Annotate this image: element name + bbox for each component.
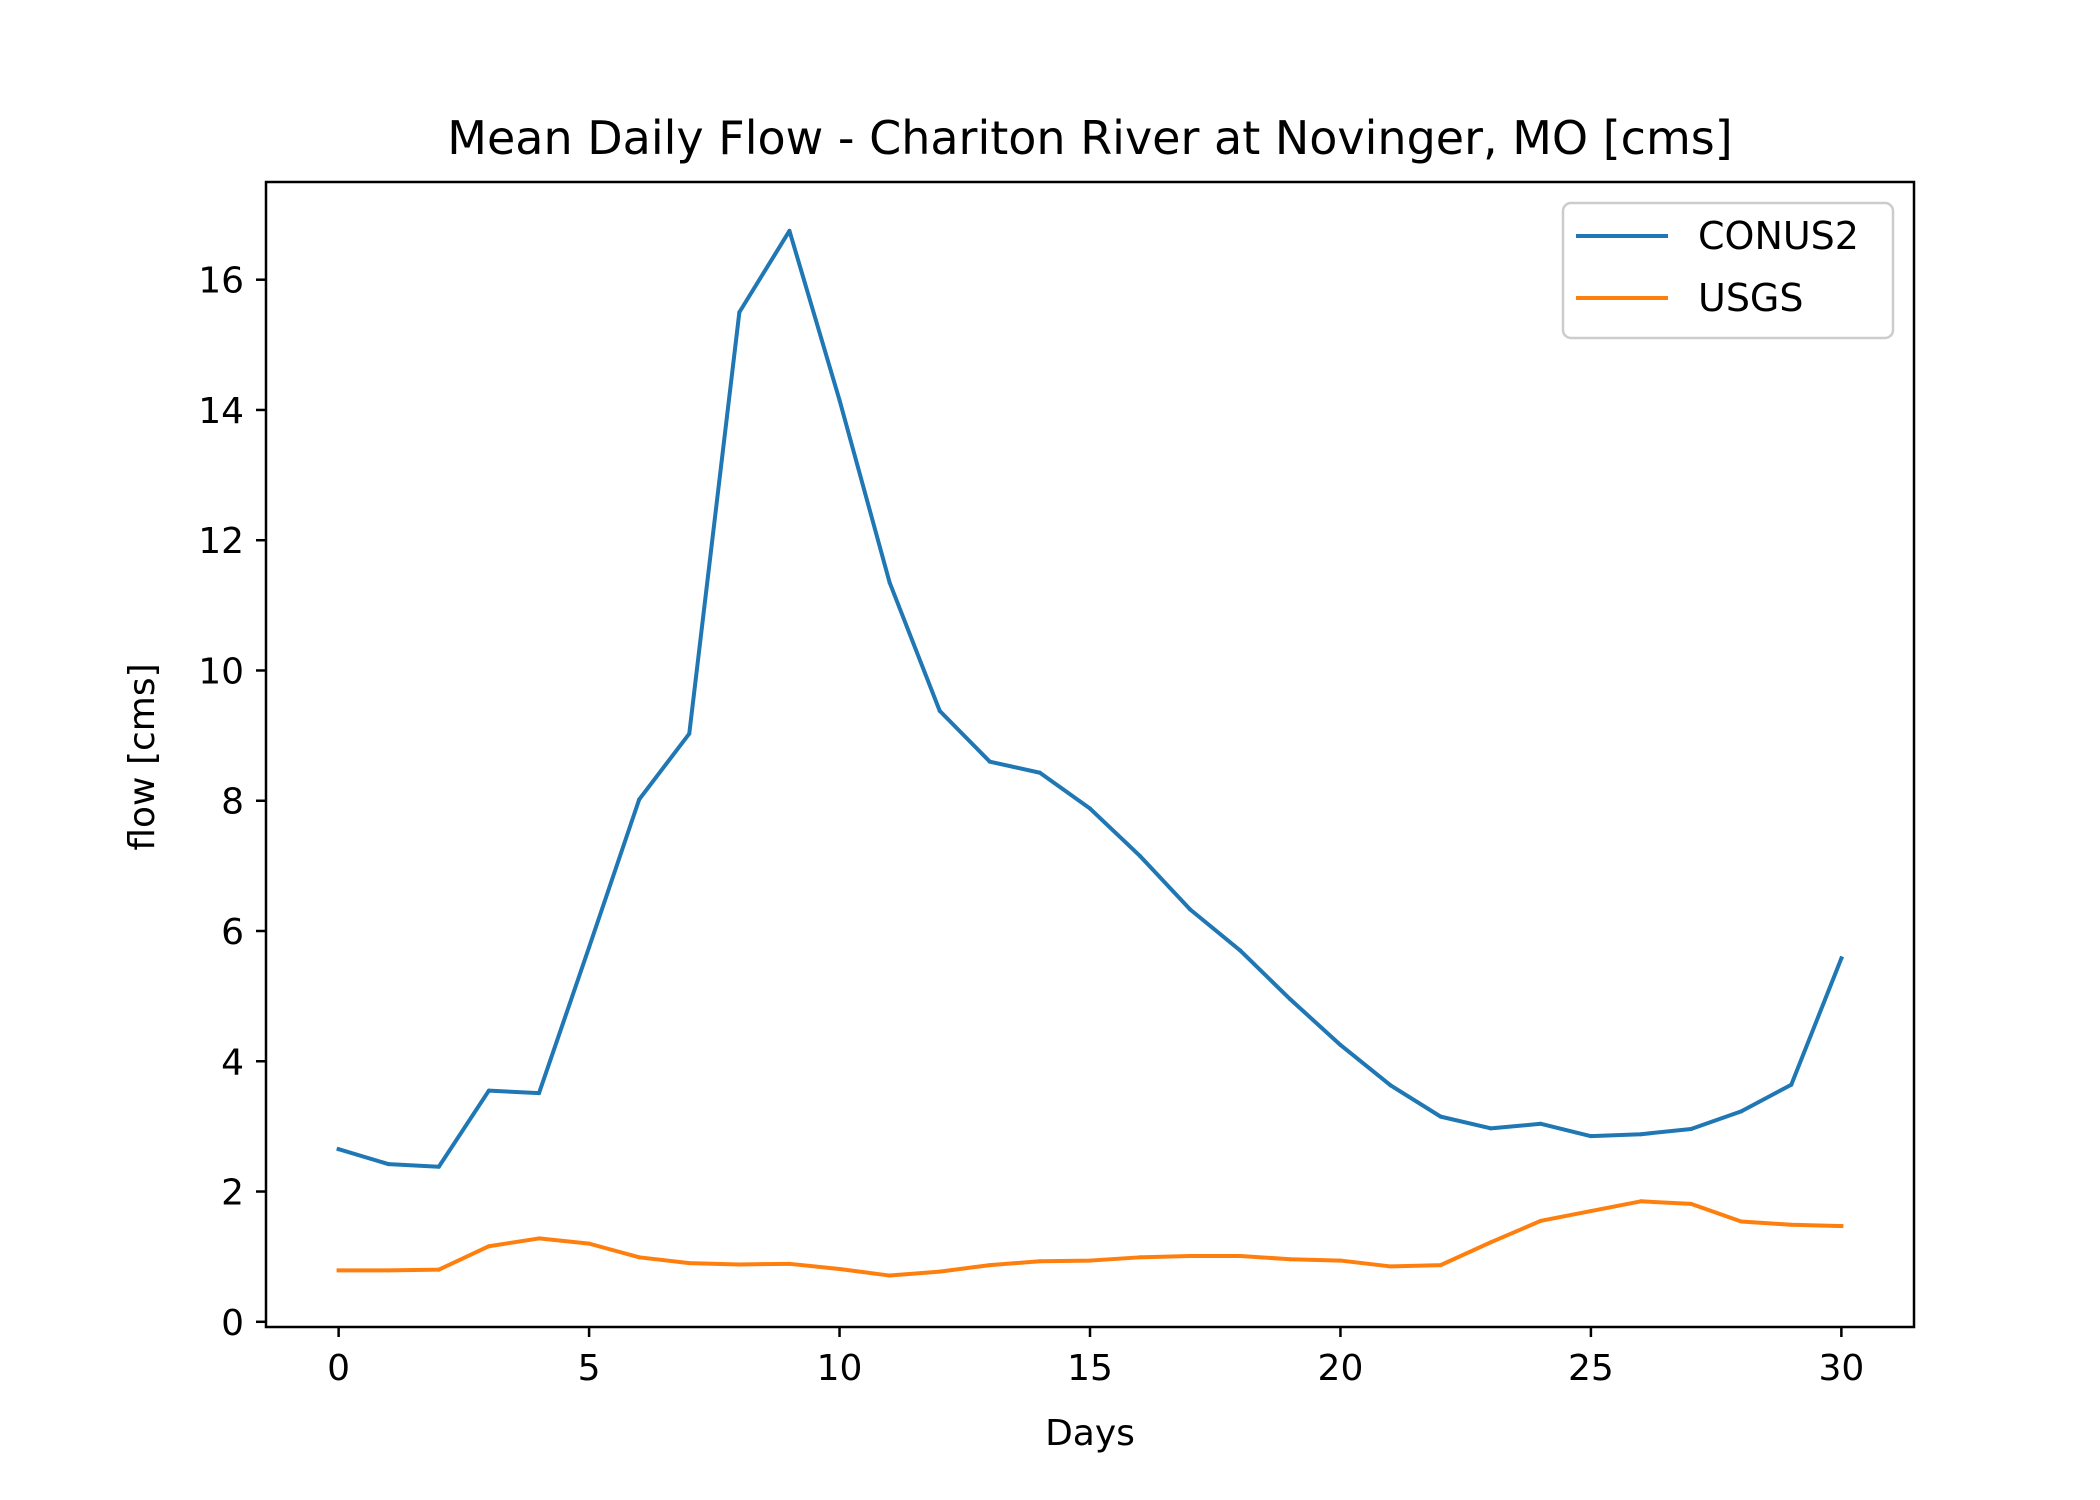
data-point-usgs [937,1269,942,1274]
data-point-conus2 [587,945,592,950]
data-point-usgs [987,1263,992,1268]
data-point-conus2 [486,1088,491,1093]
data-point-conus2 [1438,1114,1443,1119]
data-point-usgs [1088,1258,1092,1263]
data-point-conus2 [1639,1132,1644,1137]
data-point-conus2 [336,1147,341,1152]
data-point-usgs [336,1268,341,1273]
data-point-usgs [687,1261,692,1266]
y-tick-label: 0 [221,1303,244,1344]
data-point-conus2 [1789,1082,1794,1087]
x-tick-label: 5 [578,1348,601,1389]
y-tick-label: 10 [198,651,244,692]
data-point-conus2 [1138,854,1143,859]
data-point-conus2 [637,797,642,802]
data-point-conus2 [1839,956,1844,961]
data-point-conus2 [1488,1126,1493,1131]
x-tick-label: 15 [1067,1348,1113,1389]
y-tick-label: 6 [221,912,244,953]
data-point-usgs [1538,1218,1543,1223]
x-tick-label: 25 [1568,1348,1614,1389]
data-point-conus2 [1689,1127,1694,1132]
y-tick-label: 14 [198,391,244,432]
x-tick-label: 30 [1818,1348,1864,1389]
data-point-conus2 [687,731,692,736]
data-point-conus2 [987,759,992,764]
data-point-usgs [1739,1219,1744,1224]
data-point-usgs [1839,1224,1844,1229]
data-point-usgs [1388,1264,1393,1269]
y-tick-label: 2 [221,1173,244,1214]
data-point-usgs [1488,1240,1493,1245]
data-point-usgs [637,1255,642,1260]
data-point-usgs [1338,1258,1343,1263]
data-point-conus2 [1188,907,1193,912]
data-point-usgs [787,1261,792,1266]
data-point-conus2 [536,1091,541,1096]
data-point-conus2 [436,1164,441,1169]
data-point-usgs [1689,1201,1694,1206]
x-axis-ticks: 0 5 10 15 20 25 30 [327,1327,1864,1389]
data-point-usgs [887,1273,892,1278]
data-point-usgs [386,1268,391,1273]
y-tick-label: 8 [221,782,244,823]
data-point-usgs [1037,1259,1042,1264]
data-point-usgs [1588,1209,1593,1214]
series-layer [336,228,1844,1278]
data-point-usgs [837,1267,842,1272]
data-point-usgs [1789,1222,1794,1227]
data-point-conus2 [1739,1109,1744,1114]
data-point-usgs [737,1262,742,1267]
data-point-usgs [1639,1199,1644,1204]
legend: CONUS2 USGS [1561,201,1895,340]
data-point-conus2 [1338,1042,1343,1047]
data-point-conus2 [1588,1134,1593,1139]
x-tick-label: 10 [817,1348,863,1389]
y-axis-ticks: 0 2 4 6 8 10 12 14 16 [198,261,266,1344]
data-point-usgs [1288,1257,1293,1262]
data-point-usgs [1188,1254,1193,1259]
x-tick-label: 20 [1318,1348,1364,1389]
plot-area [266,182,1914,1327]
legend-label-conus2: CONUS2 [1698,214,1859,258]
data-point-conus2 [1288,997,1293,1002]
y-tick-label: 16 [198,261,244,302]
data-point-conus2 [737,310,742,315]
y-tick-label: 4 [221,1042,244,1083]
x-tick-label: 0 [327,1348,350,1389]
data-point-usgs [536,1236,541,1241]
data-point-usgs [587,1241,592,1246]
data-point-usgs [436,1267,441,1272]
data-point-conus2 [837,398,842,403]
x-axis-label: Days [1045,1413,1135,1454]
data-point-usgs [1238,1254,1243,1259]
data-point-conus2 [386,1162,391,1167]
plot-frame [264,180,1916,1329]
data-point-conus2 [787,228,792,233]
data-point-conus2 [1238,948,1243,953]
data-point-conus2 [1538,1121,1543,1126]
y-axis-label: flow [cms] [122,663,163,850]
data-point-conus2 [1088,806,1092,811]
data-point-usgs [1438,1263,1443,1268]
y-tick-label: 12 [198,521,244,562]
data-point-conus2 [887,580,892,585]
chart-title: Mean Daily Flow - Chariton River at Novi… [447,111,1732,165]
data-point-conus2 [1037,770,1042,775]
data-point-usgs [486,1244,491,1249]
data-point-conus2 [1388,1083,1393,1088]
data-point-usgs [1138,1255,1143,1260]
legend-label-usgs: USGS [1698,276,1804,320]
data-point-conus2 [937,708,942,713]
